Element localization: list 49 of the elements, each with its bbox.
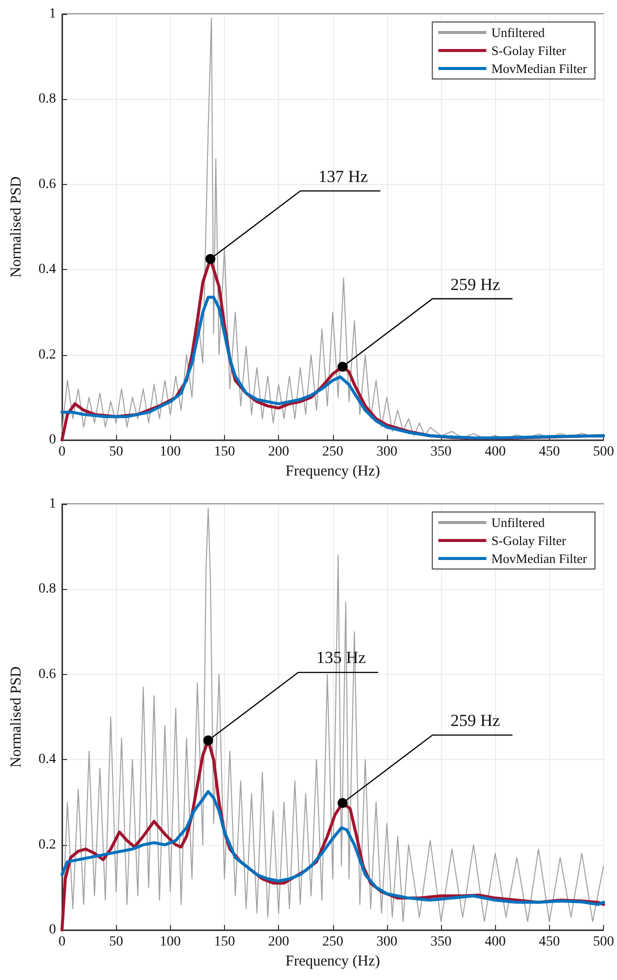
- x-tick-label: 100: [160, 934, 181, 950]
- legend-label: Unfiltered: [491, 25, 546, 40]
- x-tick-label: 150: [214, 934, 235, 950]
- x-tick-label: 50: [109, 934, 124, 950]
- x-tick-label: 500: [593, 444, 614, 460]
- legend-label: Unfiltered: [491, 515, 546, 530]
- x-tick-label: 250: [322, 444, 344, 460]
- x-tick-label: 200: [268, 934, 290, 950]
- y-tick-label: 0.2: [38, 347, 56, 362]
- line-series: [60, 790, 605, 906]
- legend-label: MovMedian Filter: [491, 551, 588, 566]
- legend-label: S-Golay Filter: [491, 533, 567, 548]
- y-tick-label: 0.8: [38, 582, 56, 597]
- y-tick-label: 0.4: [38, 262, 56, 278]
- x-tick-label: 350: [430, 934, 452, 950]
- annotation: 259 Hz: [450, 711, 500, 732]
- y-axis-title: Normalised PSD: [8, 666, 24, 768]
- x-tick-label: 400: [484, 934, 506, 950]
- y-tick-label: 0.2: [38, 837, 56, 852]
- y-tick-label: 0.6: [38, 176, 56, 192]
- x-tick-label: 250: [322, 934, 344, 950]
- x-tick-label: 350: [430, 444, 452, 460]
- y-tick-label: 0: [49, 432, 56, 448]
- annotation: 259 Hz: [450, 274, 500, 295]
- y-tick-label: 0.4: [38, 752, 56, 768]
- x-tick-label: 500: [593, 934, 614, 950]
- y-tick-label: 0.6: [38, 666, 56, 682]
- x-tick-label: 400: [484, 444, 506, 460]
- y-tick-label: 1: [49, 496, 56, 512]
- x-tick-label: 100: [160, 444, 181, 460]
- x-tick-label: 300: [376, 444, 398, 460]
- x-tick-label: 200: [268, 444, 290, 460]
- annotation: 137 Hz: [318, 166, 368, 187]
- legend-label: S-Golay Filter: [491, 43, 567, 58]
- x-tick-label: 0: [58, 934, 66, 950]
- x-tick-label: 50: [109, 444, 124, 460]
- x-tick-label: 300: [376, 934, 398, 950]
- legend-label: MovMedian Filter: [491, 61, 588, 76]
- y-tick-label: 0: [49, 922, 56, 938]
- x-axis-title: Frequency (Hz): [285, 464, 380, 480]
- y-tick-label: 1: [49, 6, 56, 22]
- x-tick-label: 0: [58, 444, 66, 460]
- x-tick-label: 450: [538, 934, 560, 950]
- x-tick-label: 450: [538, 444, 560, 460]
- y-axis-title: Normalised PSD: [8, 176, 24, 278]
- x-tick-label: 150: [214, 444, 235, 460]
- x-axis-title: Frequency (Hz): [285, 954, 380, 970]
- annotation: 135 Hz: [316, 648, 366, 668]
- y-tick-label: 0.8: [38, 92, 56, 107]
